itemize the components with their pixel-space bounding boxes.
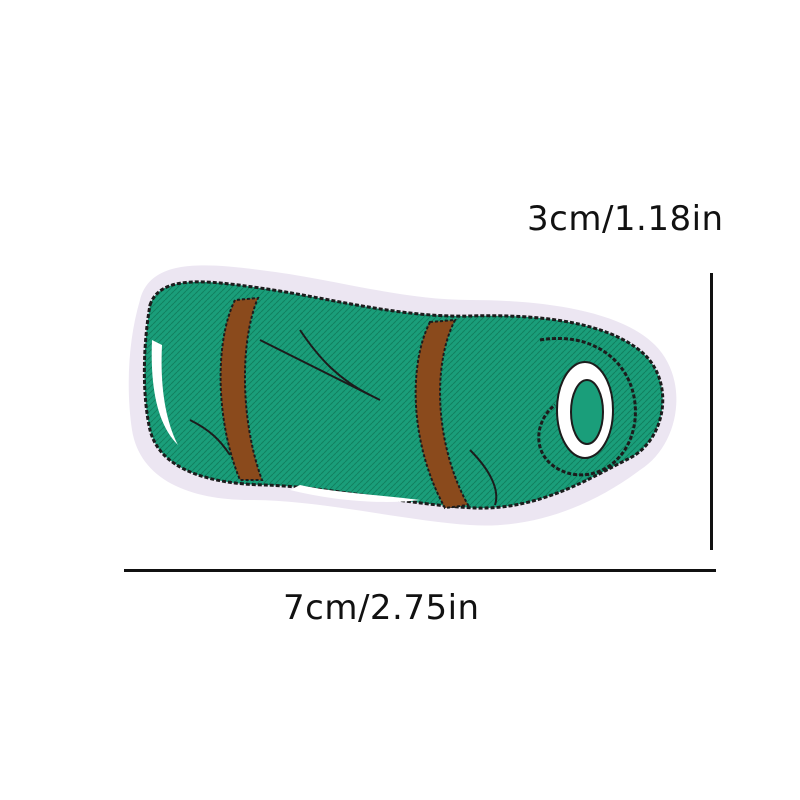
strap-right — [414, 318, 470, 510]
height-label: 3cm/1.18in — [527, 199, 724, 239]
highlight-bottom — [290, 485, 420, 502]
strap-left — [219, 296, 264, 481]
highlight-left — [151, 340, 178, 445]
height-dimension-line — [710, 273, 713, 550]
width-label: 7cm/2.75in — [283, 588, 480, 628]
patch-body — [142, 280, 665, 510]
roll-end — [537, 337, 637, 477]
width-dimension-line — [124, 569, 716, 572]
